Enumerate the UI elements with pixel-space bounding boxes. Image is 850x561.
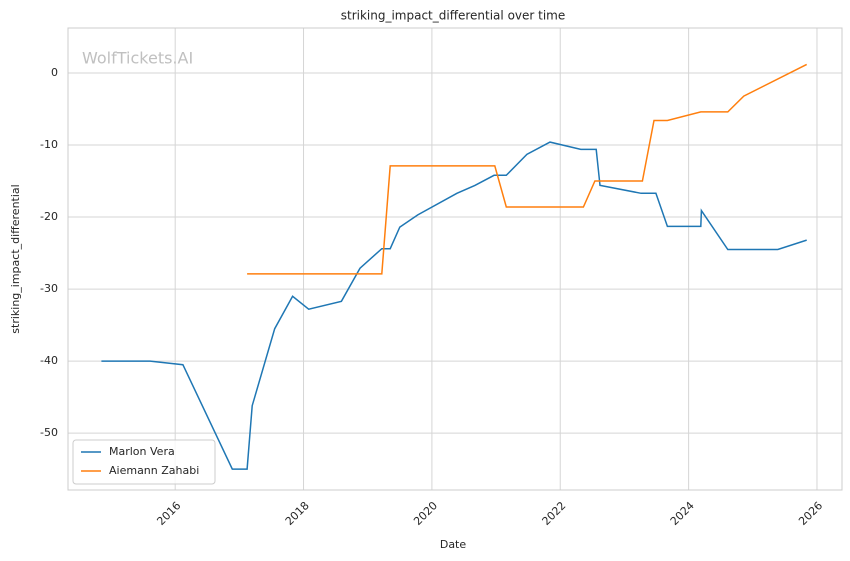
line-series	[247, 63, 808, 275]
y-tick-label: -40	[40, 354, 58, 367]
chart-title: striking_impact_differential over time	[341, 9, 566, 23]
legend-label: Aiemann Zahabi	[109, 464, 199, 477]
lines	[101, 63, 808, 470]
legend: Marlon Vera Aiemann Zahabi	[72, 439, 216, 485]
legend-label: Marlon Vera	[109, 445, 175, 458]
legend-box	[72, 439, 216, 485]
line-series	[101, 141, 807, 470]
y-tick-label: 0	[51, 66, 58, 79]
y-tick-label: -10	[40, 138, 58, 151]
x-axis-label: Date	[440, 538, 467, 551]
grid	[68, 28, 842, 490]
y-axis-label: striking_impact_differential	[9, 184, 22, 333]
watermark: WolfTickets.AI	[82, 49, 193, 68]
plot-frame	[67, 27, 843, 491]
y-tick-label: -30	[40, 282, 58, 295]
y-tick-label: -20	[40, 210, 58, 223]
y-tick-label: -50	[40, 426, 58, 439]
